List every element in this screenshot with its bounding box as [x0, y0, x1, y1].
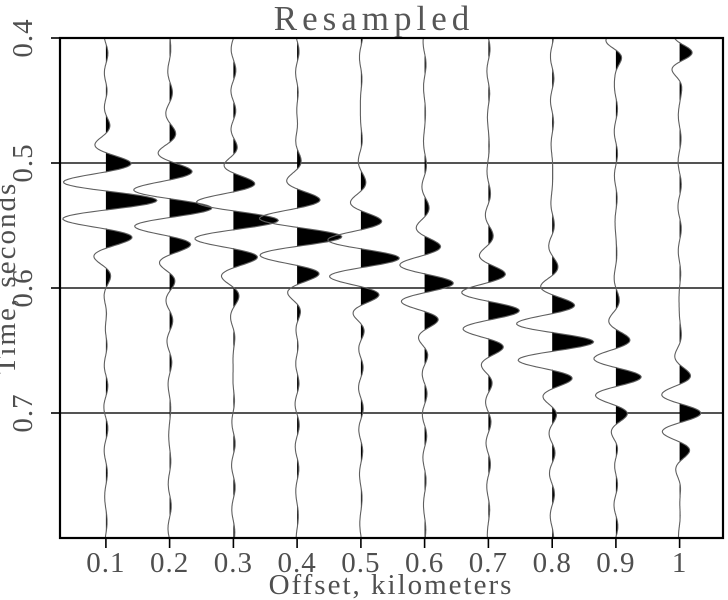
wiggle-trace-line — [461, 38, 520, 538]
wiggle-trace-line — [327, 38, 400, 538]
y-tick-label: 0.4 — [7, 18, 39, 57]
y-tick-label: 0.7 — [7, 393, 39, 432]
x-tick-label: 0.4 — [277, 547, 316, 579]
wiggle-trace-line — [661, 38, 702, 538]
y-tick-labels: 0.4 0.5 0.6 0.7 — [7, 18, 39, 432]
wiggle-trace-line — [62, 38, 158, 538]
x-tick-label: 0.2 — [150, 547, 189, 579]
tick-marks — [51, 37, 681, 548]
x-tick-label: 0.8 — [533, 547, 572, 579]
wiggle-trace-line — [258, 38, 343, 538]
x-tick-label: 0.3 — [214, 547, 253, 579]
wiggle-trace-line — [593, 38, 642, 538]
chart-title: Resampled — [274, 0, 475, 38]
y-tick-label: 0.6 — [7, 268, 39, 307]
wiggle-trace-fill — [615, 38, 642, 538]
wiggle-trace-fill — [424, 38, 454, 538]
x-tick-label: 0.5 — [341, 547, 380, 579]
wiggle-trace-fill — [679, 38, 701, 538]
wiggle-trace-line — [399, 38, 454, 538]
x-tick-labels: 0.1 0.2 0.3 0.4 0.5 0.6 0.7 0.8 0.9 1 — [86, 547, 688, 579]
x-tick-label: 0.1 — [86, 547, 125, 579]
x-axis-label: Offset, kilometers — [269, 569, 514, 600]
y-axis-label: Time, seconds — [0, 182, 22, 375]
x-tick-label: 0.7 — [469, 547, 508, 579]
x-tick-label: 1 — [672, 547, 688, 579]
wiggle-trace-line — [194, 38, 280, 538]
x-tick-label: 0.9 — [596, 547, 635, 579]
wiggle-trace-line — [516, 38, 595, 538]
plot-area — [62, 38, 702, 538]
wiggle-trace-line — [133, 38, 213, 538]
x-tick-label: 0.6 — [405, 547, 444, 579]
wiggle-trace-fill — [105, 38, 157, 538]
y-tick-label: 0.5 — [7, 143, 39, 182]
